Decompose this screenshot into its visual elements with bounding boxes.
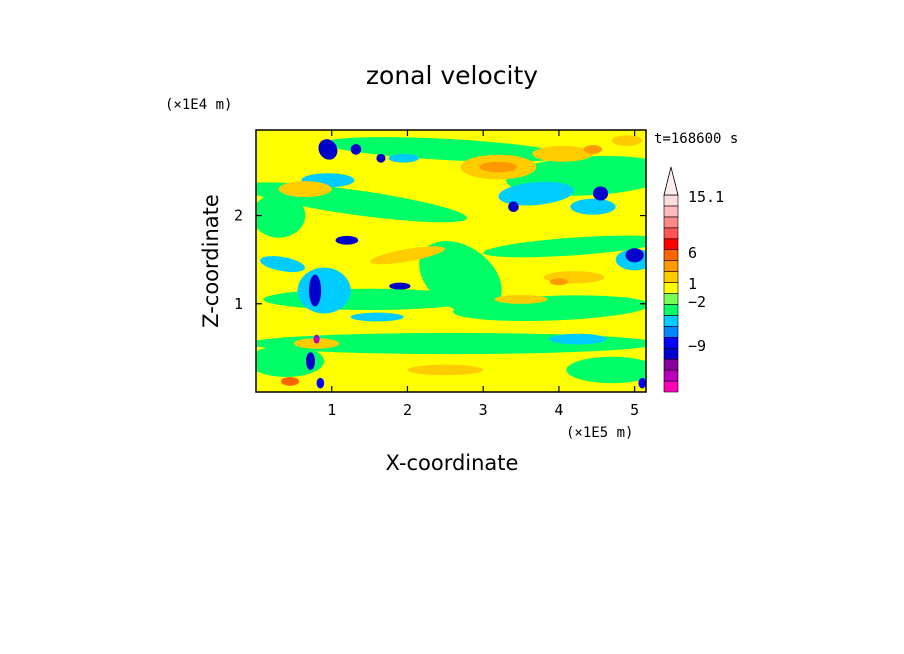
field-contour-region (611, 135, 643, 146)
colorbar: 15.1 6 1−2 −9 (663, 166, 724, 393)
x-tick-label: 3 (479, 401, 488, 419)
x-axis: 1 2 3 4 5 (327, 130, 639, 419)
colorbar-segment (663, 271, 679, 283)
field-contour-region (256, 332, 646, 355)
field-contour-region (260, 256, 305, 273)
field-contour-region (318, 139, 338, 160)
field-contour-region (494, 294, 548, 304)
colorbar-segment (663, 194, 679, 207)
plot-frame (255, 129, 647, 393)
colorbar-segment (663, 282, 679, 294)
field-contour-region (256, 193, 306, 238)
time-label: t=168600 s (654, 131, 738, 147)
field-contour-region (256, 345, 325, 377)
field-contour-region (532, 145, 593, 162)
y-axis-label: Z-coordinate (199, 194, 223, 328)
field-contour-region (389, 282, 411, 290)
field-contour-region (583, 144, 603, 154)
colorbar-segment (663, 369, 679, 382)
field-contour-region (335, 235, 359, 245)
y-axis-unit: (×1E4 m) (165, 97, 232, 113)
field-contour-region (278, 181, 332, 198)
field-contour-region (566, 356, 646, 384)
field-contour-region (549, 278, 568, 286)
colorbar-label: −2 (688, 293, 706, 311)
field-contour-region (570, 198, 616, 215)
x-tick-label: 2 (403, 401, 412, 419)
field-contour-region (407, 364, 484, 376)
field-contour-region (625, 248, 644, 263)
x-tick-label: 1 (327, 401, 336, 419)
field-contour-region (388, 153, 419, 163)
chart-title: zonal velocity (366, 61, 538, 90)
colorbar-segment (663, 380, 679, 393)
field-contour-region (297, 267, 351, 314)
colorbar-segment (663, 238, 679, 251)
colorbar-extend-arrow (663, 166, 679, 196)
field-contour-region (313, 334, 320, 344)
field-contour-region (479, 161, 518, 173)
field-contour-region (592, 186, 609, 201)
field-contour-region (483, 235, 646, 258)
x-tick-label: 5 (630, 401, 639, 419)
x-tick-label: 4 (554, 401, 563, 419)
colorbar-segment (663, 326, 679, 338)
field-contour-region (638, 377, 646, 389)
field-contour-region (549, 333, 607, 345)
colorbar-segment (663, 216, 679, 229)
field-contour-region (419, 241, 502, 314)
colorbar-segment (663, 347, 679, 360)
colorbar-segment (663, 293, 679, 305)
field-contour-region (370, 246, 445, 265)
colorbar-segment (663, 205, 679, 218)
colorbar-label: 6 (688, 244, 697, 262)
field-contour-region (309, 274, 322, 307)
y-tick-label: 1 (234, 295, 243, 313)
x-axis-unit: (×1E5 m) (566, 425, 633, 441)
colorbar-segment (663, 304, 679, 316)
field-contour-region (350, 312, 404, 322)
colorbar-segment (663, 315, 679, 327)
field-contour-region (376, 153, 386, 163)
x-axis-label: X-coordinate (386, 451, 519, 475)
field-contour-region (305, 352, 316, 370)
field-contour-region (316, 377, 325, 389)
colorbar-segment (663, 227, 679, 240)
field-contour-region (350, 144, 362, 155)
field-contour-region (280, 377, 300, 386)
colorbar-segment (663, 336, 679, 349)
colorbar-label: 1 (688, 275, 697, 293)
colorbar-segment (663, 260, 679, 272)
colorbar-label: 15.1 (688, 188, 724, 206)
y-axis: 12 (234, 207, 646, 313)
field-contour-region (508, 201, 519, 213)
plot-area (255, 129, 647, 393)
colorbar-segment (663, 249, 679, 261)
colorbar-label: −9 (688, 337, 706, 355)
field-contour-region (498, 181, 574, 206)
colorbar-segment (663, 358, 679, 371)
y-tick-label: 2 (234, 207, 243, 225)
